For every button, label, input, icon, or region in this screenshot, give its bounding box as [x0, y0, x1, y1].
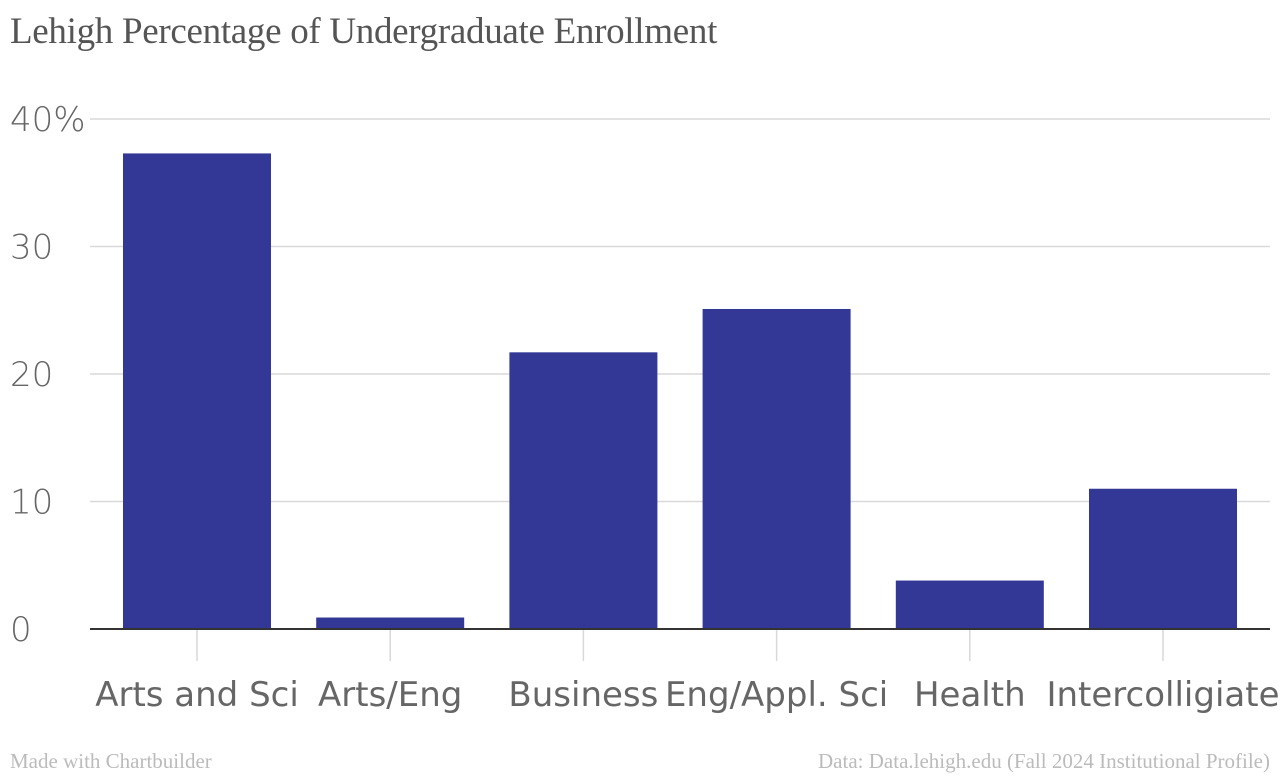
- bar-layer: [123, 153, 1237, 630]
- chart-title: Lehigh Percentage of Undergraduate Enrol…: [10, 11, 718, 52]
- y-tick-label: 20: [10, 355, 53, 395]
- y-tick-label: 40%: [10, 100, 86, 140]
- x-tick-label: Arts and Sci: [95, 675, 299, 715]
- x-tick-label: Arts/Eng: [318, 675, 462, 715]
- x-tick-label: Business: [508, 675, 658, 715]
- x-tick-label: Intercolligiate: [1046, 675, 1279, 715]
- label-layer: 0 10 20 30 40% Arts and Sci Arts/Eng Business En…: [10, 100, 1280, 715]
- bar-chart: 0 10 20 30 40% Arts and Sci Arts/Eng Business En…: [10, 100, 1280, 715]
- axis-layer: [90, 628, 1270, 661]
- grid-layer: [90, 118, 1270, 503]
- data-source: Data: Data.lehigh.edu (Fall 2024 Institu…: [818, 749, 1270, 773]
- bar: [316, 617, 465, 629]
- chartbuilder-credit: Made with Chartbuilder: [10, 749, 212, 773]
- bar: [1089, 488, 1237, 629]
- bar: [509, 352, 658, 629]
- bar: [895, 580, 1044, 629]
- x-tick-label: Eng/Appl. Sci: [665, 675, 888, 715]
- x-tick-label: Health: [914, 675, 1026, 715]
- y-tick-label: 10: [10, 483, 53, 523]
- bar: [702, 308, 851, 629]
- y-tick-label: 0: [10, 610, 32, 650]
- y-tick-label: 30: [10, 228, 53, 268]
- bar: [123, 153, 271, 630]
